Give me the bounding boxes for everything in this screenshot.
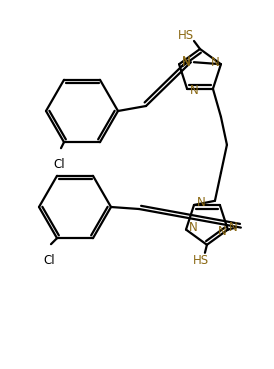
Text: N: N <box>210 56 219 69</box>
Text: N: N <box>229 221 237 234</box>
Text: Cl: Cl <box>43 254 55 267</box>
Text: N: N <box>189 221 197 234</box>
Text: HS: HS <box>193 254 209 267</box>
Text: N: N <box>218 225 226 238</box>
Text: N: N <box>190 84 198 97</box>
Text: HS: HS <box>178 28 194 41</box>
Text: N: N <box>182 56 190 69</box>
Text: Cl: Cl <box>53 158 65 171</box>
Text: N: N <box>182 55 190 68</box>
Text: N: N <box>197 197 206 210</box>
